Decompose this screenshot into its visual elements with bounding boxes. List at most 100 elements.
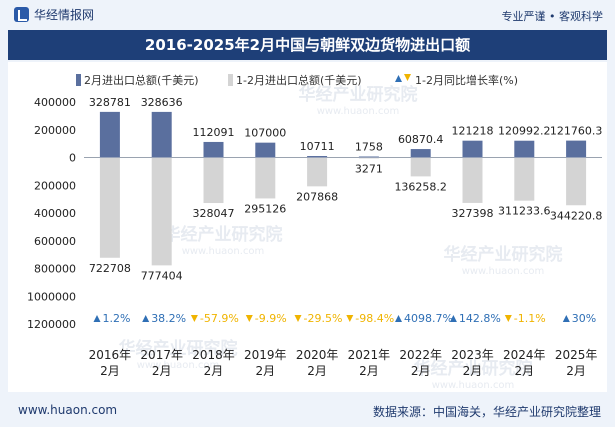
x-tick-label-month: 2月 [255,364,275,378]
data-label-janfeb-total: 311233.6 [498,205,551,218]
y-tick-label: 400000 [34,96,76,109]
growth-rate-label: 1.2% [103,312,131,325]
growth-down-marker [245,315,253,322]
bar-janfeb-total [307,157,328,187]
watermark-url: www.huaon.com [317,106,400,117]
y-tick-label: 800000 [34,263,76,276]
watermark-url: www.huaon.com [182,246,265,257]
growth-up-marker [93,315,101,322]
x-tick-label-month: 2月 [566,364,586,378]
growth-rate-label: 4098.7% [404,312,453,325]
bar-feb-total [514,140,535,158]
x-tick-label-month: 2月 [204,364,224,378]
data-label-feb-total: 328636 [141,96,183,109]
growth-up-marker [449,315,457,322]
legend-marker-up [395,75,402,82]
growth-rate-label: -98.4% [355,312,394,325]
bar-janfeb-total [410,157,431,177]
x-tick-label-month: 2月 [307,364,327,378]
footer-site: www.huaon.com [18,403,118,417]
growth-down-marker [346,315,354,322]
data-label-janfeb-total: 327398 [452,207,494,220]
data-label-janfeb-total: 136258.2 [394,180,447,193]
legend-swatch-series-1 [76,74,81,86]
watermark-url: www.huaon.com [137,360,220,371]
data-label-janfeb-total: 295126 [244,202,286,215]
data-label-feb-total: 60870.4 [398,133,444,146]
data-label-janfeb-total: 344220.8 [550,209,603,222]
legend-label-series-1: 2月进出口总额(千美元) [84,73,199,87]
data-label-janfeb-total: 328047 [193,207,235,220]
bar-janfeb-total [255,157,276,199]
bar-janfeb-total [151,157,172,266]
bar-janfeb-total [566,157,587,206]
data-label-janfeb-total: 207868 [296,190,338,203]
bar-janfeb-total [514,157,535,201]
x-tick-label-year: 2024年 [503,348,546,362]
growth-down-marker [190,315,198,322]
data-label-janfeb-total: 3271 [355,163,383,176]
bar-feb-total [255,142,276,158]
watermark-text: 华经产业研究院 [299,84,418,105]
data-label-feb-total: 1758 [355,141,383,154]
x-tick-label-month: 2月 [514,364,534,378]
growth-down-marker [504,315,512,322]
growth-rate-label: -57.9% [200,312,239,325]
growth-down-marker [294,315,302,322]
y-tick-label: 1000000 [27,290,76,303]
x-tick-label-year: 2022年 [399,348,442,362]
data-label-janfeb-total: 722708 [89,262,131,275]
watermark-text: 华经产业研究院 [444,244,563,265]
x-tick-label-year: 2018年 [192,348,235,362]
x-tick-label-year: 2017年 [140,348,183,362]
x-tick-label-month: 2月 [411,364,431,378]
data-label-feb-total: 121218 [452,125,494,138]
header-bar: 华经情报网 专业严谨 • 客观科学 [0,0,615,30]
x-tick-label-year: 2021年 [348,348,391,362]
growth-rate-label: 142.8% [459,312,501,325]
bar-chart: 华经产业研究院www.huaon.com华经产业研究院www.huaon.com… [27,73,603,391]
x-tick-label-month: 2月 [463,364,483,378]
bar-feb-total [99,111,120,158]
data-label-feb-total: 120992.2 [498,125,551,138]
bar-janfeb-total [99,157,120,258]
watermark-url: www.huaon.com [462,266,545,277]
tagline: 专业严谨 • 客观科学 [501,10,603,23]
data-label-feb-total: 328781 [89,96,131,109]
bar-janfeb-total [203,157,224,204]
data-label-feb-total: 121760.3 [550,125,603,138]
footer-source: 数据来源：中国海关，华经产业研究院整理 [372,405,601,419]
watermark-text: 华经产业研究院 [414,358,533,379]
chart-title: 2016-2025年2月中国与朝鲜双边货物进出口额 [8,30,607,60]
bar-feb-total [358,156,379,158]
data-label-janfeb-total: 777404 [141,269,183,282]
growth-rate-label: -1.1% [514,312,546,325]
legend-swatch-series-2 [228,74,233,86]
bar-feb-total [462,140,483,158]
data-label-feb-total: 107000 [244,127,286,140]
y-tick-label: 600000 [34,235,76,248]
x-tick-label-year: 2023年 [451,348,494,362]
bar-feb-total [566,140,587,158]
growth-up-marker [562,315,570,322]
x-tick-label-month: 2月 [359,364,379,378]
growth-rate-label: -9.9% [255,312,287,325]
y-tick-label: 200000 [34,124,76,137]
y-tick-label: 400000 [34,207,76,220]
x-tick-label-month: 2月 [152,364,172,378]
legend-label-series-2: 1-2月进出口总额(千美元) [236,73,362,87]
legend-label-series-3: 1-2月同比增长率(%) [415,73,518,87]
growth-rate-label: -29.5% [304,312,343,325]
y-tick-label: 0 [69,152,76,165]
x-tick-label-year: 2020年 [296,348,339,362]
logo: 华经情报网 [14,6,94,23]
x-tick-label-month: 2月 [100,364,120,378]
footer-bar: www.huaon.com 数据来源：中国海关，华经产业研究院整理 [0,395,615,427]
bar-feb-total [410,149,431,158]
growth-up-marker [395,315,402,322]
watermark-url: www.huaon.com [432,380,515,391]
legend-marker-down [404,74,411,81]
x-tick-label-year: 2019年 [244,348,287,362]
data-label-feb-total: 10711 [300,140,335,153]
